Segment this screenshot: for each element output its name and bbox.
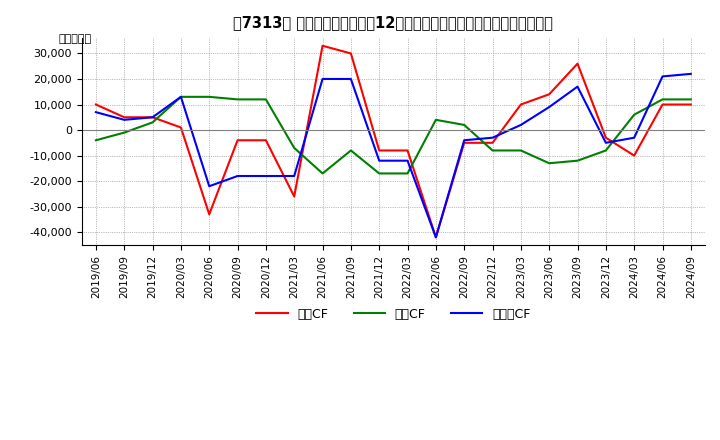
投資CF: [120, 130, 129, 135]
営業CF: [658, 102, 667, 107]
投資CF: [545, 161, 554, 166]
投資CF: [658, 97, 667, 102]
フリーCF: [460, 138, 469, 143]
Line: フリーCF: フリーCF: [96, 74, 690, 237]
営業CF: [545, 92, 554, 97]
営業CF: [176, 125, 185, 130]
投資CF: [233, 97, 242, 102]
フリーCF: [346, 76, 355, 81]
営業CF: [205, 212, 214, 217]
投資CF: [431, 117, 440, 122]
営業CF: [91, 102, 100, 107]
営業CF: [318, 43, 327, 48]
フリーCF: [403, 158, 412, 163]
投資CF: [318, 171, 327, 176]
Line: 投資CF: 投資CF: [96, 97, 690, 173]
フリーCF: [176, 94, 185, 99]
フリーCF: [205, 183, 214, 189]
フリーCF: [148, 115, 157, 120]
フリーCF: [233, 173, 242, 179]
投資CF: [346, 148, 355, 153]
営業CF: [403, 148, 412, 153]
投資CF: [148, 120, 157, 125]
Title: 【7313】 キャッシュフローの12か月移動合計の対前年同期増減額の推移: 【7313】 キャッシュフローの12か月移動合計の対前年同期増減額の推移: [233, 15, 553, 30]
フリーCF: [545, 104, 554, 110]
投資CF: [403, 171, 412, 176]
営業CF: [346, 51, 355, 56]
投資CF: [573, 158, 582, 163]
Y-axis label: （百万円）: （百万円）: [59, 34, 92, 44]
フリーCF: [630, 135, 639, 140]
営業CF: [686, 102, 695, 107]
フリーCF: [91, 110, 100, 115]
投資CF: [176, 94, 185, 99]
投資CF: [601, 148, 610, 153]
投資CF: [630, 112, 639, 117]
フリーCF: [261, 173, 270, 179]
フリーCF: [516, 122, 525, 128]
投資CF: [205, 94, 214, 99]
フリーCF: [658, 74, 667, 79]
フリーCF: [290, 173, 299, 179]
営業CF: [601, 135, 610, 140]
Line: 営業CF: 営業CF: [96, 46, 690, 237]
投資CF: [290, 145, 299, 150]
フリーCF: [375, 158, 384, 163]
投資CF: [375, 171, 384, 176]
投資CF: [460, 122, 469, 128]
投資CF: [686, 97, 695, 102]
営業CF: [261, 138, 270, 143]
営業CF: [573, 61, 582, 66]
フリーCF: [120, 117, 129, 122]
Legend: 営業CF, 投資CF, フリーCF: 営業CF, 投資CF, フリーCF: [251, 303, 535, 326]
投資CF: [516, 148, 525, 153]
フリーCF: [601, 140, 610, 146]
投資CF: [488, 148, 497, 153]
フリーCF: [573, 84, 582, 89]
営業CF: [375, 148, 384, 153]
営業CF: [516, 102, 525, 107]
営業CF: [148, 115, 157, 120]
営業CF: [460, 140, 469, 146]
フリーCF: [318, 76, 327, 81]
投資CF: [261, 97, 270, 102]
フリーCF: [431, 235, 440, 240]
営業CF: [120, 115, 129, 120]
営業CF: [290, 194, 299, 199]
営業CF: [431, 235, 440, 240]
フリーCF: [488, 135, 497, 140]
フリーCF: [686, 71, 695, 77]
投資CF: [91, 138, 100, 143]
営業CF: [630, 153, 639, 158]
営業CF: [488, 140, 497, 146]
営業CF: [233, 138, 242, 143]
